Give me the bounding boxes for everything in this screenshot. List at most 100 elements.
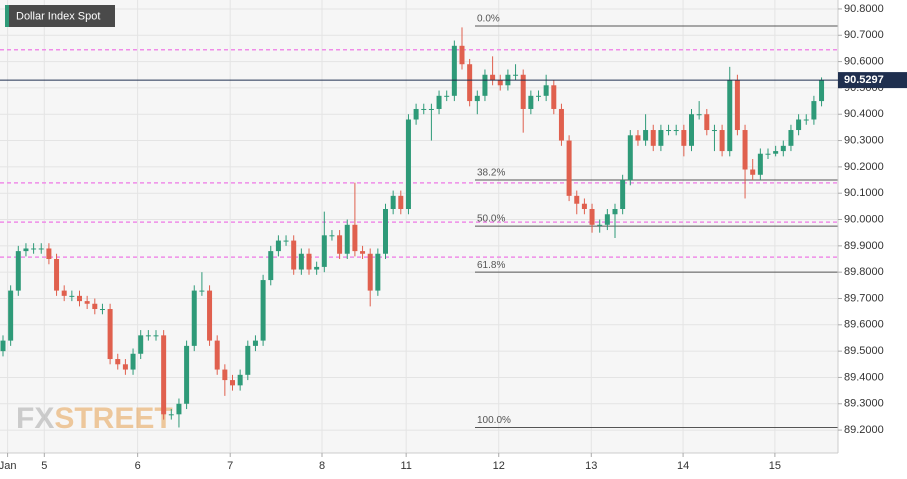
- candle-body: [352, 224, 358, 252]
- candle-body: [574, 195, 580, 204]
- candle-body: [719, 130, 725, 152]
- candle-body: [168, 414, 174, 416]
- candle-body: [260, 280, 266, 341]
- candle-body: [329, 235, 335, 237]
- candle-body: [581, 203, 587, 209]
- candle-body: [734, 80, 740, 131]
- candle-body: [658, 130, 664, 146]
- y-tick-label: 89.6000: [844, 319, 884, 331]
- candle-body: [245, 345, 251, 375]
- candle-body: [635, 135, 641, 141]
- candle-body: [321, 235, 327, 267]
- candle-body: [176, 403, 182, 415]
- candle-body: [803, 119, 809, 121]
- candle-body: [482, 74, 488, 96]
- last-price-box: [838, 72, 907, 89]
- candle-body: [811, 101, 817, 120]
- candle-body: [796, 119, 802, 131]
- watermark: FXSTREET: [16, 402, 173, 435]
- y-tick-label: 90.8000: [844, 3, 884, 15]
- candle-body: [421, 108, 427, 110]
- candle-body: [115, 359, 121, 365]
- candle-body: [750, 169, 756, 175]
- y-tick-label: 90.6000: [844, 55, 884, 67]
- candle-body: [314, 266, 320, 270]
- candle-body: [543, 85, 549, 96]
- candle-body: [780, 145, 786, 152]
- candle-body: [528, 95, 534, 109]
- candle-body: [130, 353, 136, 370]
- y-tick-label: 90.7000: [844, 29, 884, 41]
- candle-body: [627, 135, 633, 181]
- candle-body: [298, 253, 304, 270]
- candle-body: [704, 114, 710, 131]
- x-tick-label: 13: [585, 460, 597, 472]
- candle-body: [711, 130, 717, 132]
- candle-body: [681, 130, 687, 146]
- candle-body: [436, 95, 442, 109]
- candle-body: [375, 253, 381, 291]
- candle-body: [757, 153, 763, 175]
- x-tick-label: 6: [135, 460, 141, 472]
- candle-body: [819, 80, 825, 102]
- candle-body: [398, 195, 404, 209]
- y-tick-label: 90.3000: [844, 134, 884, 146]
- candle-body: [513, 74, 519, 76]
- fib-label: 61.8%: [477, 260, 505, 271]
- candle-body: [413, 108, 419, 120]
- y-tick-label: 90.1000: [844, 187, 884, 199]
- candle-body: [191, 290, 197, 346]
- candle-body: [405, 119, 411, 209]
- fib-label: 0.0%: [477, 14, 500, 25]
- candle-body: [344, 224, 350, 254]
- candle-body: [589, 208, 595, 225]
- title-accent: [5, 5, 9, 27]
- candle-body: [558, 108, 564, 141]
- candle-body: [367, 253, 373, 291]
- x-tick-label: 8: [319, 460, 325, 472]
- candle-body: [459, 45, 465, 65]
- x-tick-label: 12: [493, 460, 505, 472]
- y-tick-label: 89.5000: [844, 345, 884, 357]
- candle-body: [788, 130, 794, 146]
- candle-body: [207, 290, 213, 341]
- candle-body: [275, 240, 281, 252]
- candle-body: [237, 374, 243, 386]
- candle-body: [107, 309, 113, 360]
- candle-body: [490, 74, 496, 81]
- y-tick-label: 89.4000: [844, 371, 884, 383]
- y-tick-label: 90.0000: [844, 213, 884, 225]
- fib-label: 38.2%: [477, 168, 505, 179]
- candle-body: [696, 114, 702, 116]
- y-tick-label: 90.4000: [844, 108, 884, 120]
- y-tick-label: 89.2000: [844, 424, 884, 436]
- candle-body: [536, 95, 541, 97]
- fib-label: 50.0%: [477, 214, 505, 225]
- candle-body: [268, 251, 274, 281]
- last-price-label: 90.5297: [844, 74, 884, 86]
- candle-body: [306, 253, 312, 270]
- candle-body: [184, 345, 190, 404]
- candle-body: [214, 340, 220, 370]
- candle-body: [99, 309, 105, 311]
- candle-body: [31, 248, 37, 250]
- candle-body: [46, 248, 52, 260]
- candle-body: [23, 248, 29, 252]
- candle-body: [122, 364, 128, 370]
- candle-body: [291, 240, 297, 270]
- candle-body: [337, 235, 343, 254]
- candle-body: [92, 303, 98, 310]
- candle-body: [360, 251, 366, 254]
- x-tick-label: 5: [41, 460, 47, 472]
- candle-body: [612, 208, 618, 215]
- x-tick-label: 11: [400, 460, 411, 472]
- candle-body: [451, 45, 457, 96]
- candle-body: [69, 295, 75, 297]
- candle-body: [0, 340, 6, 352]
- candle-body: [474, 95, 480, 102]
- y-tick-label: 89.8000: [844, 266, 884, 278]
- candle-body: [230, 380, 235, 386]
- candle-body: [444, 95, 450, 97]
- candle-body: [773, 151, 779, 154]
